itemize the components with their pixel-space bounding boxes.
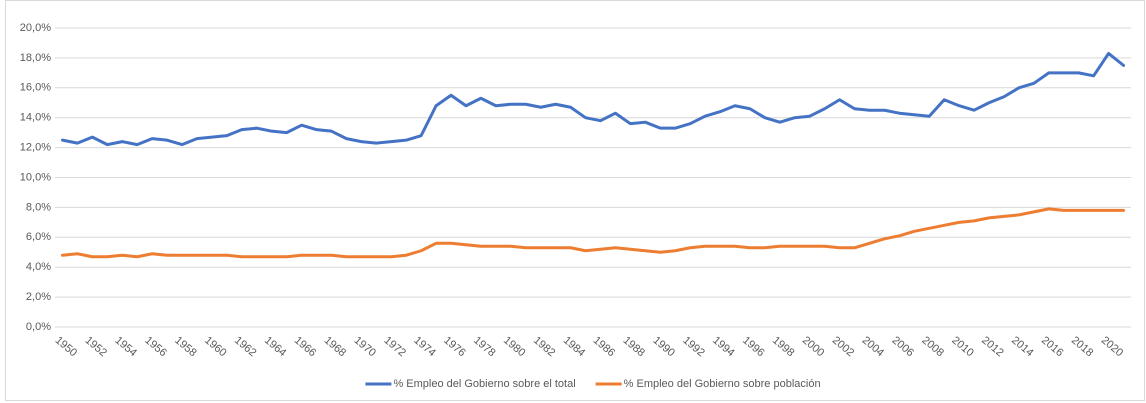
y-tick-label: 18,0% bbox=[20, 52, 51, 64]
y-tick-label: 10,0% bbox=[20, 171, 51, 183]
y-tick-label: 12,0% bbox=[20, 142, 51, 154]
y-tick-label: 2,0% bbox=[26, 291, 51, 303]
y-tick-label: 6,0% bbox=[26, 231, 51, 243]
y-tick-label: 4,0% bbox=[26, 261, 51, 273]
series-line bbox=[60, 207, 1126, 259]
legend-label: % Empleo del Gobierno sobre población bbox=[624, 378, 821, 390]
y-tick-label: 8,0% bbox=[26, 201, 51, 213]
y-tick-label: 0,0% bbox=[26, 321, 51, 333]
legend-label: % Empleo del Gobierno sobre el total bbox=[393, 378, 575, 390]
chart-border bbox=[5, 0, 1145, 401]
y-tick-label: 14,0% bbox=[20, 112, 51, 124]
y-tick-label: 20,0% bbox=[20, 22, 51, 34]
y-tick-label: 16,0% bbox=[20, 82, 51, 94]
series-line bbox=[60, 51, 1126, 147]
legend: % Empleo del Gobierno sobre el total % Em… bbox=[365, 378, 821, 390]
